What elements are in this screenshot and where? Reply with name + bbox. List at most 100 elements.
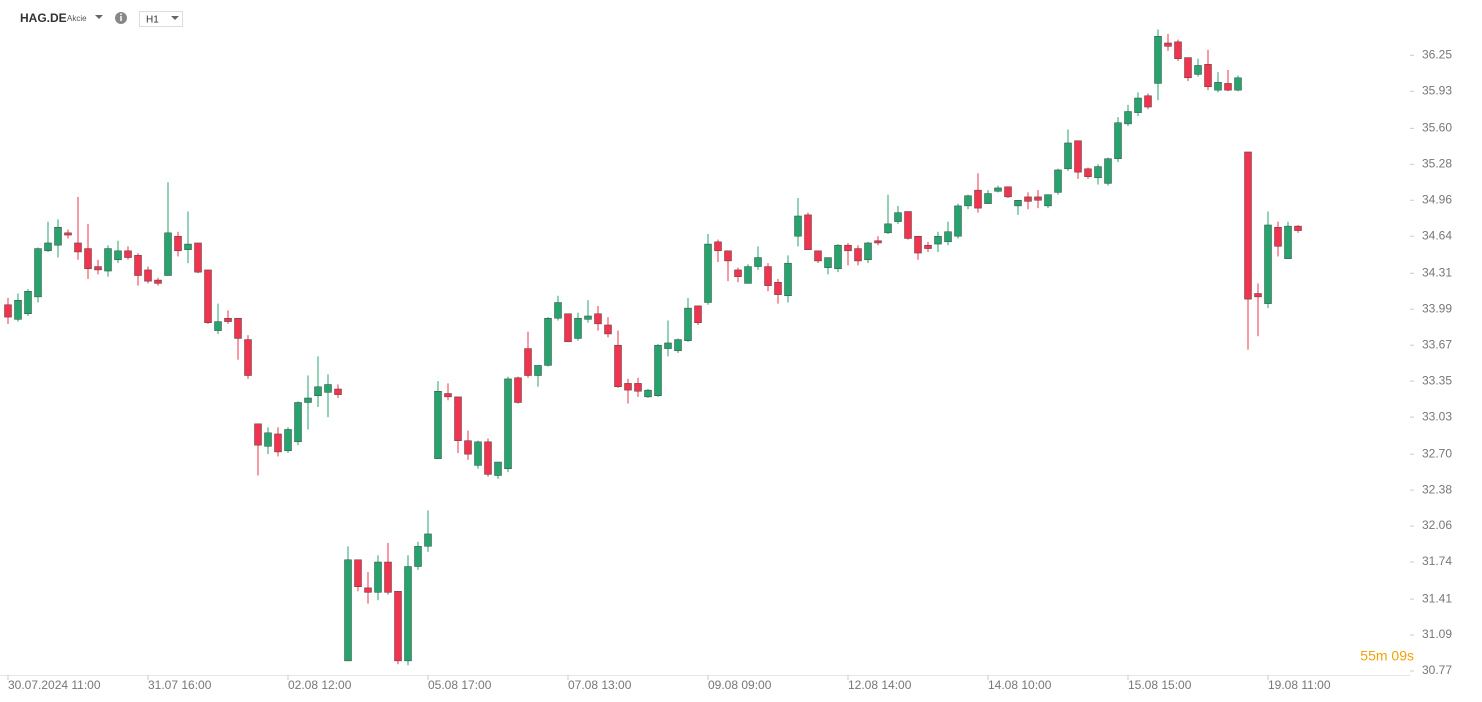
candle-body xyxy=(1074,140,1082,173)
candle-body xyxy=(654,344,662,396)
y-tick-label: 34.64 xyxy=(1422,228,1452,242)
candle-body xyxy=(684,307,692,341)
candle-body xyxy=(974,189,982,209)
candle-body xyxy=(444,393,452,398)
candle-body xyxy=(924,244,932,249)
y-tick-label: 32.38 xyxy=(1422,482,1452,496)
x-tick-label: 05.08 17:00 xyxy=(428,678,492,692)
candle-body xyxy=(1294,225,1302,231)
candle-body xyxy=(4,304,12,318)
x-tick-label: 19.08 11:00 xyxy=(1268,678,1331,692)
candle-body xyxy=(494,461,502,476)
candle-body xyxy=(84,248,92,270)
x-tick-label: 02.08 12:00 xyxy=(288,678,352,692)
candle-body xyxy=(1094,166,1102,179)
candle-body xyxy=(774,282,782,295)
candle-body xyxy=(724,250,732,262)
candle-body xyxy=(1224,83,1232,91)
candle-body xyxy=(584,315,592,320)
y-tick-label: 32.70 xyxy=(1422,446,1452,460)
timeframe: H1 xyxy=(146,15,159,26)
symbol-dropdown[interactable] xyxy=(95,15,103,19)
candle-body xyxy=(44,242,52,252)
candle-body xyxy=(1114,122,1122,159)
candle-body xyxy=(324,384,332,393)
x-tick-label: 09.08 09:00 xyxy=(708,678,772,692)
symbol[interactable]: HAG.DE xyxy=(20,11,67,25)
candle-body xyxy=(474,441,482,466)
candle-body xyxy=(1004,186,1012,198)
candle-body xyxy=(634,383,642,392)
candle-body xyxy=(404,566,412,662)
candle-body xyxy=(674,339,682,352)
candle-body xyxy=(664,342,672,349)
candle-body xyxy=(194,242,202,273)
candle-body xyxy=(34,248,42,298)
candle-body xyxy=(814,250,822,262)
candle-body xyxy=(1104,158,1112,184)
candle-body xyxy=(504,378,512,470)
candle-body xyxy=(1084,168,1092,177)
x-tick-label: 30.07.2024 11:00 xyxy=(8,678,101,692)
candle-body xyxy=(284,429,292,452)
y-tick-label: 32.06 xyxy=(1422,518,1452,532)
candle-body xyxy=(984,193,992,204)
candle-body xyxy=(1064,142,1072,170)
candle-body xyxy=(134,255,142,276)
candle-body xyxy=(94,266,102,271)
candle-body xyxy=(1014,200,1022,207)
candle-body xyxy=(784,262,792,297)
x-tick-label: 12.08 14:00 xyxy=(848,678,912,692)
candle-body xyxy=(824,257,832,268)
candle-body xyxy=(744,266,752,284)
candle-body xyxy=(54,226,62,246)
candle-body xyxy=(614,344,622,388)
y-tick-label: 34.31 xyxy=(1422,265,1452,279)
candle-body xyxy=(1054,169,1062,193)
y-tick-label: 33.67 xyxy=(1422,337,1452,351)
candle-body xyxy=(1144,95,1152,108)
candle-body xyxy=(374,561,382,593)
countdown: 55m 09s xyxy=(1360,648,1414,664)
candle-body xyxy=(14,300,22,320)
candle-body xyxy=(364,587,372,593)
candle-body xyxy=(104,248,112,272)
candle-body xyxy=(254,423,262,446)
candle-body xyxy=(874,240,882,244)
candle-body xyxy=(24,291,32,314)
candle-body xyxy=(424,533,432,547)
candle-body xyxy=(1214,82,1222,91)
y-tick-label: 33.03 xyxy=(1422,409,1452,423)
candle-body xyxy=(594,313,602,325)
candle-body xyxy=(1244,151,1252,300)
candle-body xyxy=(144,269,152,282)
candle-body xyxy=(514,377,522,403)
candle-body xyxy=(234,317,242,339)
timeframe-select[interactable] xyxy=(139,11,183,27)
candle-body xyxy=(1134,97,1142,113)
candle-body xyxy=(154,279,162,284)
x-tick-label: 14.08 10:00 xyxy=(988,678,1052,692)
candle-body xyxy=(1164,42,1172,47)
candle-body xyxy=(844,244,852,252)
candle-body xyxy=(1234,77,1242,91)
candle-body xyxy=(74,242,82,253)
candle-body xyxy=(124,250,132,258)
y-tick-label: 36.25 xyxy=(1422,48,1452,62)
candle-body xyxy=(454,396,462,441)
candle-body xyxy=(914,235,922,254)
candle-body xyxy=(354,559,362,587)
candle-body xyxy=(854,248,862,262)
candle-body xyxy=(304,397,312,403)
candle-body xyxy=(214,321,222,331)
x-tick-label: 15.08 15:00 xyxy=(1128,678,1192,692)
candle-body xyxy=(734,269,742,277)
candle-body xyxy=(894,212,902,222)
candle-body xyxy=(764,266,772,286)
candle-body xyxy=(174,235,182,252)
candle-body xyxy=(544,317,552,366)
candle-body xyxy=(1274,226,1282,247)
candle-body xyxy=(64,232,72,236)
candle-body xyxy=(804,214,812,250)
